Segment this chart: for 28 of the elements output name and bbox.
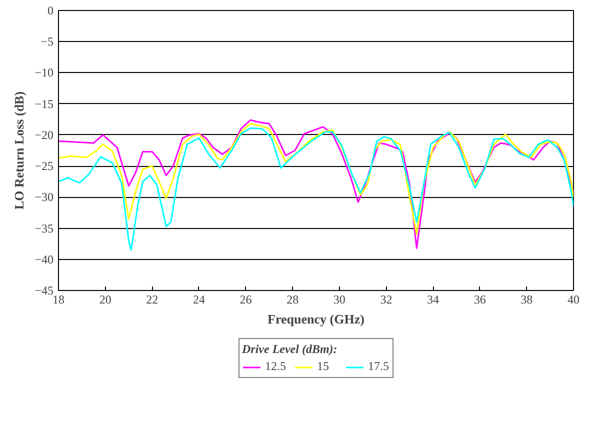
y-tick-label: 0 — [48, 4, 54, 18]
x-tick-label: 20 — [99, 292, 112, 306]
y-tick-label: −25 — [34, 159, 54, 174]
y-axis-title: LO Return Loss (dB) — [12, 91, 27, 210]
x-tick-label: 32 — [380, 292, 392, 306]
x-axis-title: Frequency (GHz) — [268, 312, 364, 326]
x-tick-label: 34 — [427, 292, 440, 306]
legend-label: 15 — [317, 359, 330, 374]
legend-label: 12.5 — [265, 359, 286, 374]
x-tick-label: 40 — [568, 292, 580, 306]
y-tick-label: −35 — [34, 221, 54, 236]
y-tick-label: −30 — [34, 190, 54, 204]
y-tick-label: −40 — [34, 252, 54, 266]
y-tick-label: −20 — [34, 128, 54, 142]
x-tick-label: 38 — [520, 292, 533, 306]
x-tick-label: 26 — [240, 292, 252, 306]
x-tick-label: 28 — [286, 292, 299, 306]
y-tick-label: −10 — [34, 66, 54, 80]
x-tick-label: 36 — [474, 292, 486, 306]
x-tick-label: 30 — [333, 292, 346, 306]
x-tick-label: 24 — [192, 292, 205, 306]
legend-label: 17.5 — [368, 359, 389, 374]
x-tick-label: 22 — [146, 292, 158, 306]
y-tick-label: −45 — [34, 284, 54, 298]
x-tick-label: 18 — [52, 292, 64, 306]
legend-title: Drive Level (dBm): — [242, 342, 338, 357]
y-tick-label: −5 — [40, 34, 54, 49]
y-tick-label: −15 — [34, 96, 54, 111]
